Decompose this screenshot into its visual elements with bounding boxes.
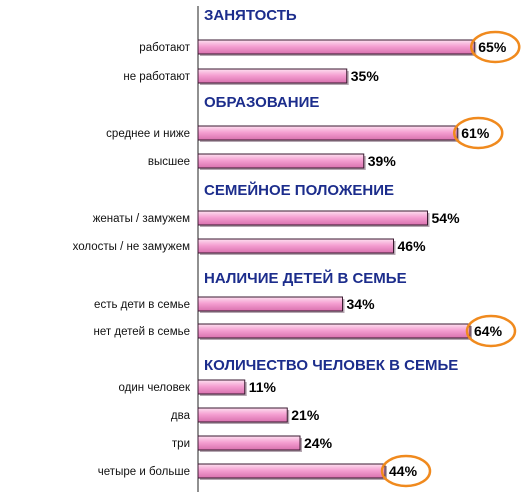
category-label-employment-1: работают bbox=[139, 42, 190, 54]
section-title-marital-status: СЕМЕЙНОЕ ПОЛОЖЕНИЕ bbox=[204, 181, 394, 199]
section-title-household-size: КОЛИЧЕСТВО ЧЕЛОВЕК В СЕМЬЕ bbox=[204, 357, 458, 374]
value-label-household-size-1: 11% bbox=[249, 379, 277, 395]
category-label-employment-2: не работают bbox=[123, 71, 190, 83]
category-label-children-1: есть дети в семье bbox=[94, 299, 190, 311]
category-label-household-size-1: один человек bbox=[119, 382, 191, 394]
category-label-education-2: высшее bbox=[148, 156, 190, 168]
category-label-education-1: среднее и ниже bbox=[106, 128, 190, 140]
section-title-employment: ЗАНЯТОСТЬ bbox=[204, 7, 297, 24]
bar-household-size-2 bbox=[197, 407, 288, 423]
category-label-marital-status-2: холосты / не замужем bbox=[73, 241, 190, 253]
highlight-ellipse-employment-1 bbox=[470, 30, 521, 64]
value-label-education-1: 61% bbox=[461, 125, 490, 141]
highlight-ellipse-children-2 bbox=[465, 314, 517, 348]
category-label-household-size-2: два bbox=[171, 410, 191, 422]
section-title-children: НАЛИЧИЕ ДЕТЕЙ В СЕМЬЕ bbox=[204, 269, 407, 287]
bar-marital-status-1 bbox=[197, 210, 428, 226]
bar-household-size-4 bbox=[197, 463, 386, 479]
value-label-marital-status-2: 46% bbox=[398, 238, 427, 254]
bar-household-size-1 bbox=[197, 379, 246, 395]
bar-children-1 bbox=[197, 296, 343, 312]
value-label-children-1: 34% bbox=[347, 296, 376, 312]
category-label-marital-status-1: женаты / замужем bbox=[93, 213, 190, 225]
bar-education-1 bbox=[197, 125, 458, 141]
bar-marital-status-2 bbox=[197, 238, 394, 254]
value-label-household-size-4: 44% bbox=[389, 463, 418, 479]
category-label-household-size-3: три bbox=[172, 438, 190, 450]
bar-education-2 bbox=[197, 153, 365, 169]
section-title-education: ОБРАЗОВАНИЕ bbox=[204, 94, 319, 111]
value-label-household-size-2: 21% bbox=[291, 407, 320, 423]
value-label-employment-2: 35% bbox=[351, 68, 380, 84]
bar-household-size-3 bbox=[197, 435, 301, 451]
value-label-household-size-3: 24% bbox=[304, 435, 333, 451]
highlight-ellipse-household-size-4 bbox=[380, 454, 432, 488]
category-label-children-2: нет детей в семье bbox=[94, 326, 190, 338]
value-label-education-2: 39% bbox=[368, 153, 397, 169]
value-label-marital-status-1: 54% bbox=[432, 210, 461, 226]
bar-children-2 bbox=[197, 323, 471, 339]
bar-employment-2 bbox=[197, 68, 348, 84]
highlight-ellipse-education-1 bbox=[453, 116, 504, 150]
bar-employment-1 bbox=[197, 39, 475, 55]
value-label-children-2: 64% bbox=[474, 323, 503, 339]
category-label-household-size-4: четыре и больше bbox=[98, 466, 190, 478]
value-label-employment-1: 65% bbox=[478, 39, 507, 55]
